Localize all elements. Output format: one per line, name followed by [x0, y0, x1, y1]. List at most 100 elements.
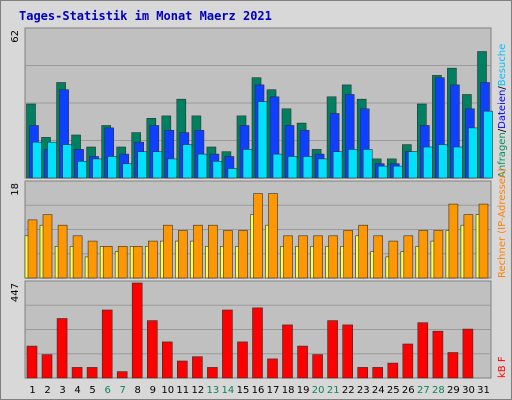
bar-kb-f-day-25: [387, 362, 399, 379]
bar-besuche-day-11: [182, 144, 193, 179]
x-tick-label: 4: [74, 385, 80, 396]
bar-besuche-day-18: [287, 156, 298, 179]
bar-kb-f-day-8: [131, 282, 143, 379]
bar-kb-f-day-23: [357, 367, 369, 379]
bar-besuche-day-8: [137, 151, 147, 179]
bar-besuche-day-29: [453, 146, 463, 179]
bar-kb-f-day-5: [86, 367, 98, 379]
bar-kb-f-day-4: [71, 367, 83, 379]
chart-title: Tages-Statistik im Monat Maerz 2021: [19, 9, 272, 23]
x-tick-label: 10: [161, 385, 174, 396]
bar-kb-f-day-13: [207, 367, 218, 379]
x-tick-label: 3: [59, 385, 65, 396]
bar-rechner-day-19: [298, 235, 308, 279]
bar-besuche-day-6: [107, 156, 117, 179]
legend-part: Dateien: [497, 90, 508, 129]
bar-rechner-day-14: [223, 230, 233, 279]
x-tick-label: 8: [135, 385, 141, 396]
bar-kb-f-day-3: [56, 318, 68, 379]
bar-rechner-day-8: [132, 246, 143, 279]
bar-kb-f-day-20: [312, 354, 323, 379]
x-tick-label: 20: [312, 385, 325, 396]
bar-kb-f-day-26: [402, 343, 414, 379]
bar-kb-f-day-21: [327, 320, 338, 379]
x-tick-label: 14: [222, 385, 235, 396]
bar-besuche-day-9: [152, 151, 163, 179]
x-tick-label: 19: [297, 385, 310, 396]
bar-kb-f-day-6: [101, 309, 113, 379]
bar-besuche-day-23: [362, 149, 373, 179]
bar-rechner-day-7: [117, 246, 128, 279]
bar-besuche-day-28: [438, 144, 448, 179]
x-tick-label: 21: [327, 385, 340, 396]
bar-besuche-day-21: [332, 151, 343, 179]
bar-kb-f-day-29: [447, 352, 459, 379]
bar-rechner-day-15: [238, 230, 248, 279]
legend-part: Rechner (IP-Adressen): [497, 168, 508, 278]
x-tick-label: 29: [447, 385, 460, 396]
bar-rechner-day-27: [418, 230, 429, 279]
bar-rechner-day-16: [253, 193, 263, 279]
x-tick-label: 22: [342, 385, 355, 396]
bar-kb-f-day-12: [192, 356, 203, 379]
legend-part: Besuche: [497, 44, 508, 87]
bar-rechner-day-26: [403, 235, 414, 279]
bar-rechner-day-4: [72, 235, 83, 279]
panel-1-ymax-label: 62: [10, 30, 21, 43]
panel-2-ymax-label: 18: [10, 183, 21, 196]
legend-part: kB F: [497, 356, 508, 378]
bar-kb-f-day-2: [41, 354, 53, 379]
bar-besuche-day-10: [167, 158, 178, 179]
bar-besuche-day-12: [197, 153, 208, 179]
x-tick-label: 28: [432, 385, 445, 396]
bar-besuche-day-24: [377, 165, 388, 179]
bar-kb-f-day-15: [237, 341, 248, 379]
bar-besuche-day-31: [483, 110, 493, 179]
bar-rechner-day-18: [283, 235, 293, 279]
bar-besuche-day-13: [212, 161, 223, 179]
x-tick-label: 15: [237, 385, 250, 396]
bar-kb-f-day-14: [222, 309, 233, 379]
bar-besuche-day-30: [468, 127, 478, 179]
x-tick-label: 30: [462, 385, 475, 396]
x-tick-label: 11: [176, 385, 189, 396]
panel-3-legend: kB F: [497, 356, 508, 378]
x-tick-label: 12: [192, 385, 205, 396]
x-tick-label: 9: [150, 385, 156, 396]
bar-rechner-day-1: [27, 219, 38, 279]
bar-besuche-day-27: [422, 146, 433, 179]
bar-besuche-day-22: [347, 149, 358, 179]
bar-kb-f-day-28: [432, 330, 444, 379]
x-tick-label: 6: [105, 385, 111, 396]
bar-kb-f-day-17: [267, 358, 278, 379]
bar-besuche-day-7: [122, 163, 132, 179]
bar-besuche-day-15: [242, 149, 253, 179]
x-tick-label: 16: [252, 385, 265, 396]
bar-rechner-day-6: [102, 246, 113, 279]
bar-rechner-day-2: [42, 214, 53, 279]
legend-part: /: [497, 128, 508, 132]
x-tick-label: 31: [477, 385, 490, 396]
panel-2-legend: Rechner (IP-Adressen): [497, 168, 508, 278]
x-tick-label: 24: [372, 385, 385, 396]
bar-rechner-day-10: [163, 224, 173, 279]
bar-rechner-day-11: [178, 230, 188, 279]
x-tick-label: 23: [357, 385, 370, 396]
bar-besuche-day-20: [317, 158, 328, 179]
bar-kb-f-day-16: [252, 307, 263, 379]
panel-1-legend: Anfragen/Dateien/Besuche: [497, 44, 508, 178]
bar-besuche-day-1: [32, 141, 42, 179]
x-tick-label: 5: [89, 385, 95, 396]
bar-besuche-day-16: [257, 101, 268, 179]
bar-besuche-day-2: [47, 141, 57, 179]
bar-rechner-day-31: [478, 203, 489, 279]
panel-2: 18 Rechner (IP-Adressen): [10, 168, 508, 279]
legend-part: Anfragen: [497, 132, 508, 178]
bar-besuche-day-14: [227, 168, 238, 179]
bar-rechner-day-5: [87, 240, 98, 279]
bar-kb-f-day-22: [342, 324, 354, 379]
x-tick-label: 17: [267, 385, 280, 396]
legend-part: /: [497, 86, 508, 90]
bar-rechner-day-21: [328, 235, 338, 279]
